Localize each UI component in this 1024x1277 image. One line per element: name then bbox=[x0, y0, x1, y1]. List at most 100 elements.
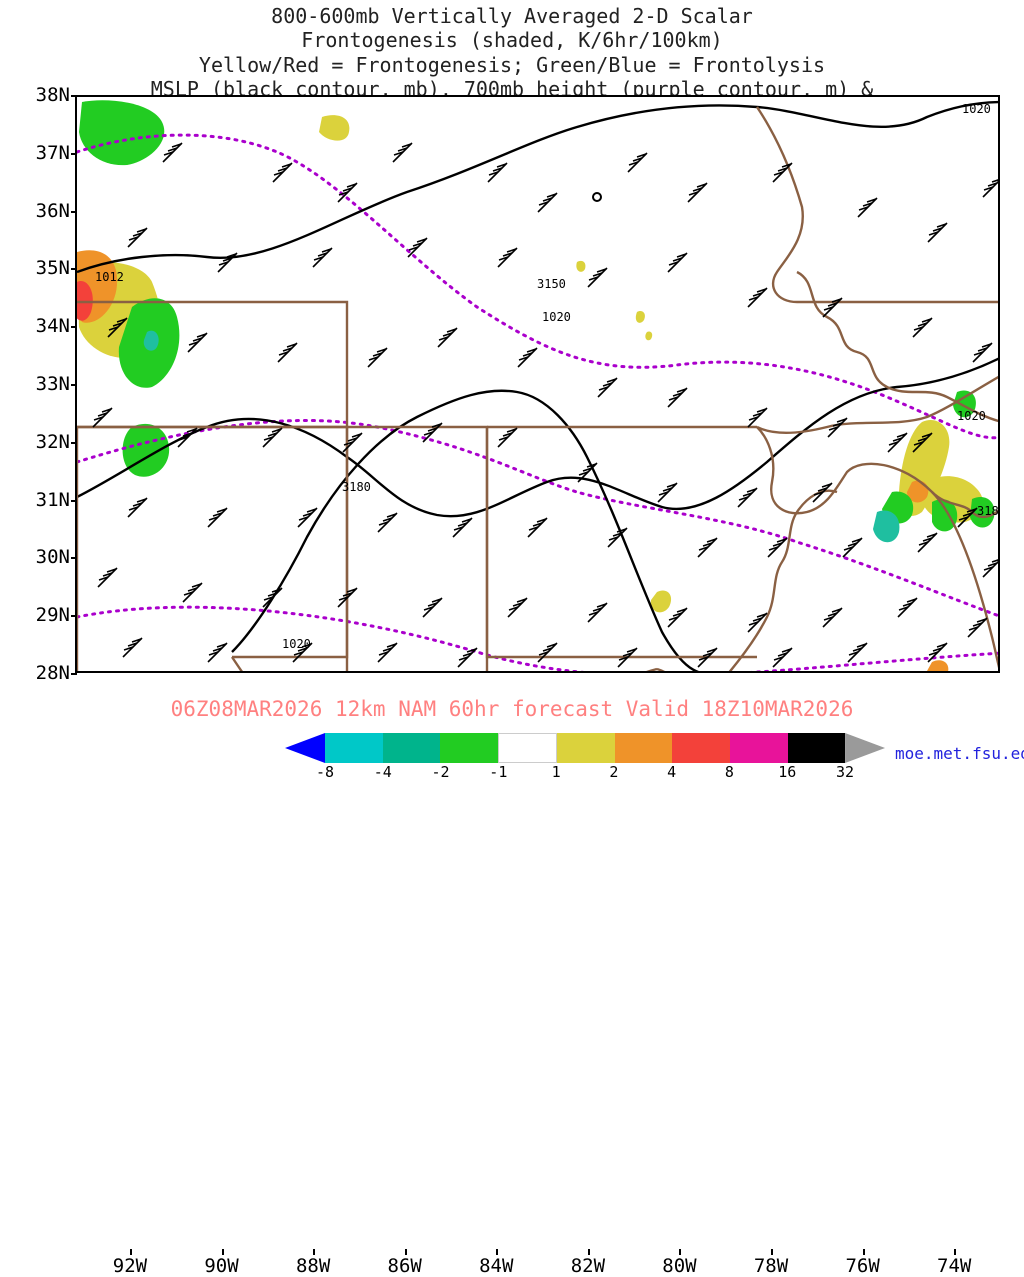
wind-barb[interactable] bbox=[255, 420, 289, 454]
wind-barb[interactable] bbox=[570, 455, 604, 489]
wind-barb[interactable] bbox=[690, 530, 724, 564]
colorbar-tick-16: 16 bbox=[778, 763, 796, 781]
x-axis-label-74: 74W bbox=[937, 1255, 971, 1277]
wind-barb[interactable] bbox=[180, 325, 214, 359]
wind-barb[interactable] bbox=[430, 320, 464, 354]
wind-barb[interactable] bbox=[975, 170, 1000, 204]
map-plot-area[interactable]: 1012 1020 1020 1020 1020 3150 3180 3180 bbox=[75, 95, 1000, 673]
colorbar-segment-10 bbox=[845, 733, 885, 763]
y-axis-tick-36 bbox=[71, 211, 77, 213]
wind-barb[interactable] bbox=[510, 340, 544, 374]
wind-barb[interactable] bbox=[950, 500, 984, 534]
wind-barb[interactable] bbox=[480, 155, 514, 189]
wind-barb[interactable] bbox=[285, 635, 319, 669]
wind-barb[interactable] bbox=[330, 175, 364, 209]
wind-barb[interactable] bbox=[305, 240, 339, 274]
wind-barb[interactable] bbox=[910, 525, 944, 559]
wind-barb[interactable] bbox=[660, 245, 694, 279]
wind-barb[interactable] bbox=[265, 155, 299, 189]
wind-barb[interactable] bbox=[660, 600, 694, 634]
wind-barb[interactable] bbox=[415, 590, 449, 624]
wind-barb[interactable] bbox=[445, 510, 479, 544]
wind-barb[interactable] bbox=[85, 400, 119, 434]
y-axis-label-38: 38N bbox=[15, 84, 70, 106]
wind-barb[interactable] bbox=[680, 175, 714, 209]
wind-barb[interactable] bbox=[370, 505, 404, 539]
wind-barb[interactable] bbox=[520, 510, 554, 544]
x-axis-tick-90 bbox=[222, 1249, 224, 1255]
wind-barb[interactable] bbox=[450, 640, 484, 673]
wind-barb[interactable] bbox=[330, 580, 364, 614]
wind-barb[interactable] bbox=[890, 590, 924, 624]
wind-barb[interactable] bbox=[740, 400, 774, 434]
wind-barb[interactable] bbox=[815, 600, 849, 634]
wind-barb[interactable] bbox=[880, 425, 914, 459]
x-axis-label-86: 86W bbox=[388, 1255, 422, 1277]
wind-barb[interactable] bbox=[270, 335, 304, 369]
wind-barb[interactable] bbox=[115, 630, 149, 664]
wind-barb[interactable] bbox=[580, 260, 614, 294]
wind-barb[interactable] bbox=[600, 520, 634, 554]
wind-barb[interactable] bbox=[400, 230, 434, 264]
wind-barb[interactable] bbox=[210, 245, 244, 279]
wind-barb[interactable] bbox=[155, 135, 189, 169]
colorbar-segment-2 bbox=[383, 733, 441, 763]
wind-barb[interactable] bbox=[385, 135, 419, 169]
wind-barb[interactable] bbox=[920, 635, 954, 669]
colorbar-tick-2: 2 bbox=[609, 763, 618, 781]
wind-barb[interactable] bbox=[920, 215, 954, 249]
wind-barb[interactable] bbox=[765, 640, 799, 673]
wind-barb[interactable] bbox=[200, 635, 234, 669]
wind-barb[interactable] bbox=[965, 335, 999, 369]
wind-barb[interactable] bbox=[590, 370, 624, 404]
map-container: 1012 1020 1020 1020 1020 3150 3180 3180 … bbox=[15, 95, 1000, 693]
wind-barb[interactable] bbox=[840, 635, 874, 669]
wind-barb[interactable] bbox=[120, 220, 154, 254]
wind-barb[interactable] bbox=[650, 475, 684, 509]
wind-barb[interactable] bbox=[805, 475, 839, 509]
wind-barb[interactable] bbox=[255, 580, 289, 614]
x-axis-label-76: 76W bbox=[845, 1255, 879, 1277]
wind-barb[interactable] bbox=[120, 490, 154, 524]
wind-barb[interactable] bbox=[100, 310, 134, 344]
wind-barb[interactable] bbox=[170, 420, 204, 454]
wind-barb[interactable] bbox=[760, 530, 794, 564]
wind-barb[interactable] bbox=[740, 605, 774, 639]
y-axis: 38N 37N 36N 35N 34N 33N 32N 31N 30N 29N 28N bbox=[15, 95, 75, 673]
wind-barb[interactable] bbox=[530, 185, 564, 219]
wind-barb[interactable] bbox=[335, 425, 369, 459]
wind-barb[interactable] bbox=[490, 240, 524, 274]
wind-barb[interactable] bbox=[730, 480, 764, 514]
y-axis-label-31: 31N bbox=[15, 489, 70, 511]
wind-barb[interactable] bbox=[175, 575, 209, 609]
wind-barb[interactable] bbox=[620, 145, 654, 179]
wind-barb[interactable] bbox=[200, 500, 234, 534]
wind-barb[interactable] bbox=[370, 635, 404, 669]
y-axis-tick-34 bbox=[71, 326, 77, 328]
credit-link[interactable]: moe.met.fsu.edu/banding bbox=[895, 744, 1024, 763]
wind-barb[interactable] bbox=[850, 190, 884, 224]
colorbar-tick-4: 4 bbox=[667, 763, 676, 781]
wind-barb[interactable] bbox=[690, 640, 724, 673]
y-axis-tick-37 bbox=[71, 153, 77, 155]
wind-barb[interactable] bbox=[415, 415, 449, 449]
wind-barb[interactable] bbox=[530, 635, 564, 669]
wind-barb[interactable] bbox=[740, 280, 774, 314]
wind-barb[interactable] bbox=[360, 340, 394, 374]
wind-barb[interactable] bbox=[975, 550, 1000, 584]
wind-barb[interactable] bbox=[290, 500, 324, 534]
colorbar-segment-0 bbox=[285, 733, 325, 763]
wind-barb[interactable] bbox=[500, 590, 534, 624]
wind-barb[interactable] bbox=[820, 410, 854, 444]
wind-barb[interactable] bbox=[610, 640, 644, 673]
wind-barb[interactable] bbox=[905, 310, 939, 344]
wind-barb[interactable] bbox=[660, 380, 694, 414]
x-axis-label-80: 80W bbox=[662, 1255, 696, 1277]
wind-barb[interactable] bbox=[765, 155, 799, 189]
wind-barb[interactable] bbox=[960, 610, 994, 644]
wind-barb[interactable] bbox=[815, 290, 849, 324]
wind-barb[interactable] bbox=[580, 595, 614, 629]
wind-barb[interactable] bbox=[90, 560, 124, 594]
wind-barb[interactable] bbox=[490, 420, 524, 454]
wind-barb[interactable] bbox=[835, 530, 869, 564]
